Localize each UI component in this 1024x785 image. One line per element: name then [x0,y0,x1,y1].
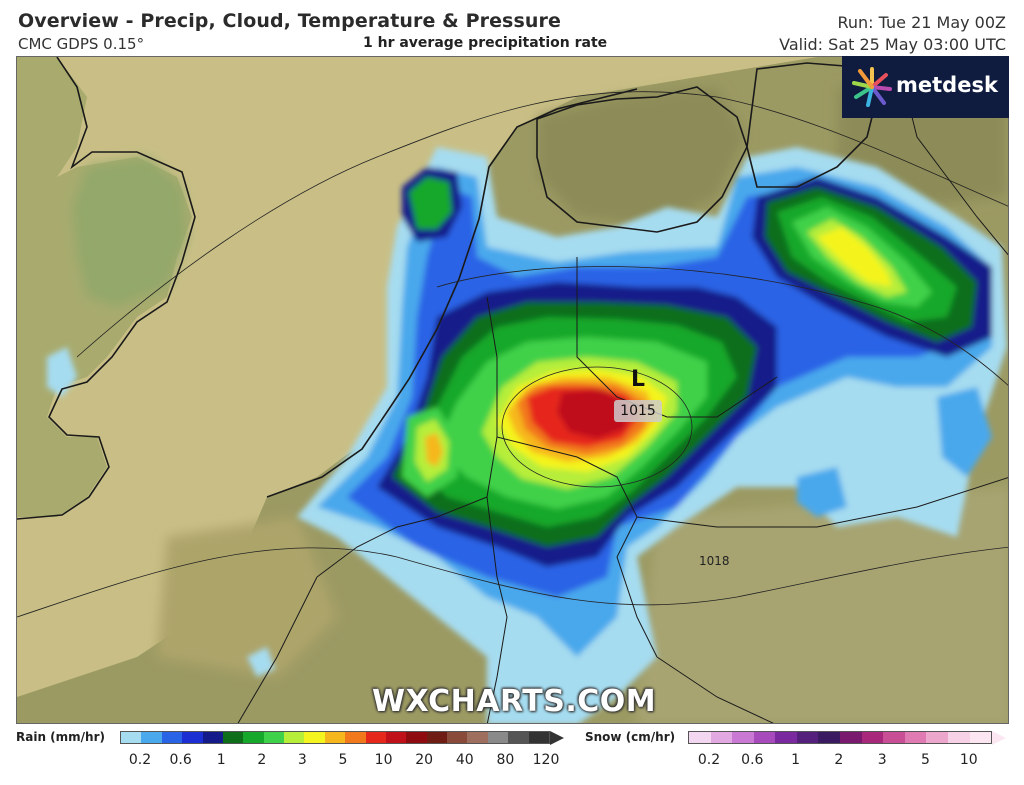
rain-swatch [121,732,142,743]
snow-tick-label: 3 [877,752,887,768]
chart-title: Overview - Precip, Cloud, Temperature & … [18,10,561,32]
low-pressure-symbol: L [631,367,646,392]
rain-tick-label: 5 [338,752,348,768]
low-pressure-value: 1015 [614,400,662,422]
snow-tick-label: 1 [791,752,801,768]
rain-swatch [487,732,509,743]
rain-swatch [508,732,529,743]
rain-colorbar-arrow [550,731,564,745]
chart-header: Overview - Precip, Cloud, Temperature & … [0,0,1024,56]
snow-tick-label: 5 [921,752,930,768]
snow-swatch [796,732,819,743]
rain-tick-label: 120 [532,752,560,768]
valid-time: Valid: Sat 25 May 03:00 UTC [779,35,1006,54]
france-land [157,517,337,677]
snow-swatch [753,732,776,743]
snow-swatch [840,732,862,743]
rain-swatch [528,732,549,743]
snow-swatch [775,732,797,743]
snow-tick-label: 10 [959,752,978,768]
snow-swatch [818,732,841,743]
rain-swatch [406,732,427,743]
snow-swatch [883,732,905,743]
snow-colorbar [688,731,992,744]
rain-swatch [182,732,203,743]
rain-tick-label: 2 [257,752,267,768]
run-time: Run: Tue 21 May 00Z [837,13,1007,32]
flower-burst-icon [852,67,892,107]
coastlines [17,57,878,520]
snow-swatch [710,732,733,743]
metdesk-logo-text: metdesk [896,73,998,97]
rain-tick-label: 10 [374,752,393,768]
rain-swatch [263,732,284,743]
rain-swatch [222,732,244,743]
weather-map [16,56,1009,724]
isobars [17,91,1008,618]
southern-land [637,487,1008,723]
rain-swatch [426,732,447,743]
rain-swatch [324,732,346,743]
rain-tick-label: 80 [496,752,515,768]
snow-swatch [904,732,927,743]
rain-swatch [385,732,407,743]
snow-swatch [732,732,754,743]
britain-green-area [72,157,187,307]
rain-swatch [345,732,366,743]
snow-swatch [689,732,711,743]
metdesk-logo: metdesk [842,56,1009,118]
isobar-label: 1018 [699,554,730,568]
snow-legend-title: Snow (cm/hr) [585,730,676,744]
rain-tick-label: 20 [415,752,434,768]
snow-colorbar-arrow [992,731,1006,745]
rain-swatch [243,732,264,743]
chart-subtitle: 1 hr average precipitation rate [363,35,608,51]
rain-swatch [467,732,488,743]
map-canvas [17,57,1008,723]
rain-tick-label: 3 [297,752,307,768]
rain-swatch [161,732,183,743]
rain-tick-label: 0.6 [169,752,192,768]
snow-tick-label: 0.6 [741,752,764,768]
rain-swatch [284,732,305,743]
snow-swatch [969,732,992,743]
legend-area: Rain (mm/hr) 0.2 0.6 1 2 3 5 10 20 40 80 120 Snow … [0,726,1024,785]
snow-tick-label: 2 [834,752,844,768]
rain-swatch [141,732,162,743]
rain-tick-label: 1 [216,752,226,768]
rain-tick-label: 40 [455,752,474,768]
rain-legend-title: Rain (mm/hr) [16,730,105,744]
rain-swatch [365,732,386,743]
rain-colorbar [120,731,550,744]
snow-swatch [947,732,970,743]
rain-tick-label: 0.2 [128,752,152,768]
rain-swatch [202,732,223,743]
wxcharts-watermark: WXCHARTS.COM [372,684,657,719]
snow-swatch [926,732,948,743]
denmark-land [537,87,747,227]
snow-tick-label: 0.2 [697,752,721,768]
snow-swatch [861,732,884,743]
model-name: CMC GDPS 0.15° [18,35,145,53]
rain-swatch [304,732,325,743]
rain-swatch [447,732,468,743]
